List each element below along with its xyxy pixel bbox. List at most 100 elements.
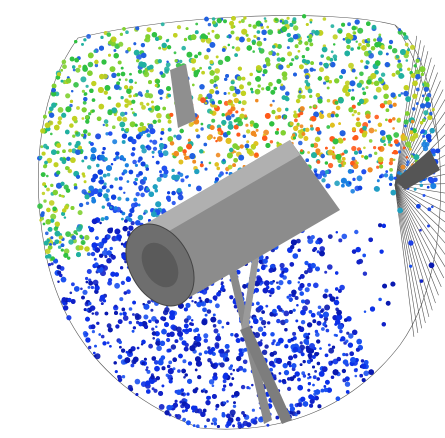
particle [225,115,232,121]
particle [307,373,311,376]
particle [323,81,327,85]
particle [155,376,160,381]
particle [310,115,317,122]
particle [65,166,70,171]
particle [106,258,112,264]
particle [110,36,117,43]
particle [332,146,336,150]
particle [133,94,136,98]
particle [43,164,47,169]
particle [431,205,434,209]
particle [327,149,334,156]
particle [379,175,383,179]
particle [87,132,91,136]
particle [167,191,171,195]
particle [285,107,289,112]
particle [334,100,339,105]
particle [242,359,248,365]
particle [198,93,203,99]
particle [222,158,226,162]
particle [380,72,386,77]
particle [124,357,131,364]
particle [37,203,43,209]
particle [429,112,433,116]
particle [365,86,369,89]
particle [136,59,140,63]
particle [200,97,207,103]
particle [331,345,336,349]
particle [325,183,331,189]
particle [207,358,212,363]
particle [243,413,247,418]
particle [307,38,313,43]
particle [61,194,64,198]
particle [65,129,70,135]
particle [117,354,123,360]
particle [152,337,155,340]
particle [131,138,137,145]
particle [110,271,116,277]
particle [235,88,241,95]
particle [316,352,320,356]
particle [129,85,134,90]
particle [222,374,228,380]
particle [246,140,250,144]
particle [196,134,201,139]
particle [121,211,126,216]
particle [378,77,383,82]
particle [148,343,154,349]
particle [139,101,144,106]
particle [313,104,317,108]
particle [233,124,239,130]
particle [389,168,393,172]
particle [83,191,88,196]
particle [82,100,87,105]
particle [155,325,158,328]
particle [54,230,61,237]
particle [330,122,335,128]
particle [298,90,302,94]
particle [291,367,296,372]
particle [68,148,73,153]
particle [175,134,182,141]
particle [91,109,95,113]
particle [392,117,396,121]
particle [137,69,143,74]
particle [395,70,401,75]
particle [429,128,435,134]
particle [239,144,244,149]
particle [410,127,414,131]
particle [305,23,309,26]
particle [301,58,307,64]
particle [240,90,247,97]
particle [147,123,154,130]
particle [407,67,411,71]
particle [195,128,199,132]
particle [242,134,246,138]
particle [179,336,184,341]
particle [322,322,327,327]
particle [312,142,319,148]
particle [122,27,126,31]
particle [174,174,180,181]
particle [106,323,112,329]
particle [170,377,173,380]
particle [307,332,311,336]
particle [403,85,409,91]
particle [51,102,57,108]
particle [277,30,282,34]
particle [235,416,241,422]
particle [302,360,306,364]
particle [351,88,355,92]
particle [224,55,231,62]
particle [312,319,317,324]
particle [102,173,107,178]
particle [298,87,302,91]
particle [419,279,424,283]
particle [213,136,216,140]
wire-line [394,184,445,233]
particle [182,359,187,364]
particle [54,239,60,245]
particle [210,316,217,323]
particle [199,163,204,168]
